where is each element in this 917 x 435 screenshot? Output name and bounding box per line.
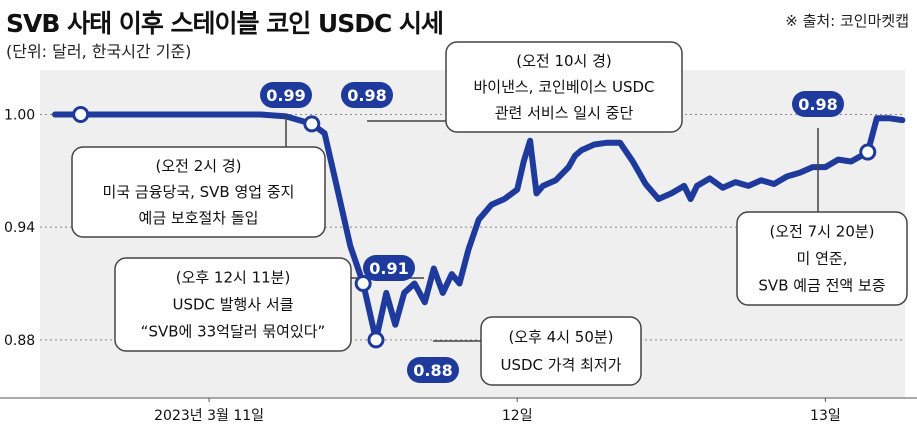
annotation-box bbox=[71, 146, 326, 238]
annotation-text: 미 연준, bbox=[797, 250, 848, 268]
value-label-pill bbox=[363, 255, 415, 281]
annotation-text: “SVB에 33억달러 묶여있다” bbox=[141, 323, 326, 341]
annotation-box bbox=[736, 211, 908, 306]
x-tick-label: 13일 bbox=[810, 408, 841, 424]
value-label-pill bbox=[260, 82, 312, 108]
annotation-box bbox=[480, 316, 642, 386]
annotation-text: SVB 예금 전액 보증 bbox=[758, 277, 885, 295]
annotation-text: (오전 10시 경) bbox=[516, 52, 612, 70]
value-label: 0.98 bbox=[347, 86, 386, 105]
annotation-text: 바이낸스, 코인베이스 USDC bbox=[473, 78, 654, 96]
data-point-marker bbox=[367, 331, 385, 349]
x-tick-label: 2023년 3월 11일 bbox=[154, 408, 264, 424]
source-note: ※ 출처: 코인마켓캡 bbox=[785, 12, 909, 30]
data-point-marker bbox=[72, 106, 90, 123]
annotation-text: (오후 12시 11분) bbox=[176, 269, 291, 287]
annotation-text: 미국 금융당국, SVB 영업 중지 bbox=[103, 183, 295, 201]
data-point-marker bbox=[303, 115, 321, 133]
value-label: 0.98 bbox=[798, 95, 837, 114]
value-label: 0.88 bbox=[413, 361, 452, 380]
data-point-marker bbox=[354, 275, 372, 293]
y-tick-label: 1.00 bbox=[4, 108, 35, 124]
annotation-text: USDC 발행사 서클 bbox=[172, 296, 293, 314]
value-label-pill bbox=[407, 357, 459, 383]
annotation-box bbox=[445, 41, 683, 133]
annotation-text: (오전 2시 경) bbox=[156, 157, 242, 175]
data-point-marker bbox=[859, 143, 877, 161]
page-title: SVB 사태 이후 스테이블 코인 USDC 시세 bbox=[6, 9, 444, 38]
y-tick-label: 0.88 bbox=[4, 333, 35, 349]
value-label: 0.91 bbox=[369, 259, 408, 278]
annotation-box bbox=[114, 257, 352, 352]
unit-subtitle: (단위: 달러, 한국시간 기준) bbox=[6, 42, 192, 61]
x-tick-label: 12일 bbox=[502, 408, 533, 424]
value-label-pill bbox=[792, 91, 844, 117]
annotation-text: 예금 보호절차 돌입 bbox=[139, 209, 259, 227]
value-label: 0.99 bbox=[266, 86, 305, 105]
y-tick-label: 0.94 bbox=[4, 220, 35, 236]
annotation-text: (오전 7시 20분) bbox=[769, 223, 874, 241]
series-line-usdc bbox=[52, 111, 906, 343]
annotation-text: (오후 4시 50분) bbox=[508, 328, 613, 346]
annotation-text: USDC 가격 최저가 bbox=[500, 356, 621, 374]
value-label-pill bbox=[341, 82, 393, 108]
annotation-text: 관련 서비스 일시 중단 bbox=[495, 104, 634, 122]
